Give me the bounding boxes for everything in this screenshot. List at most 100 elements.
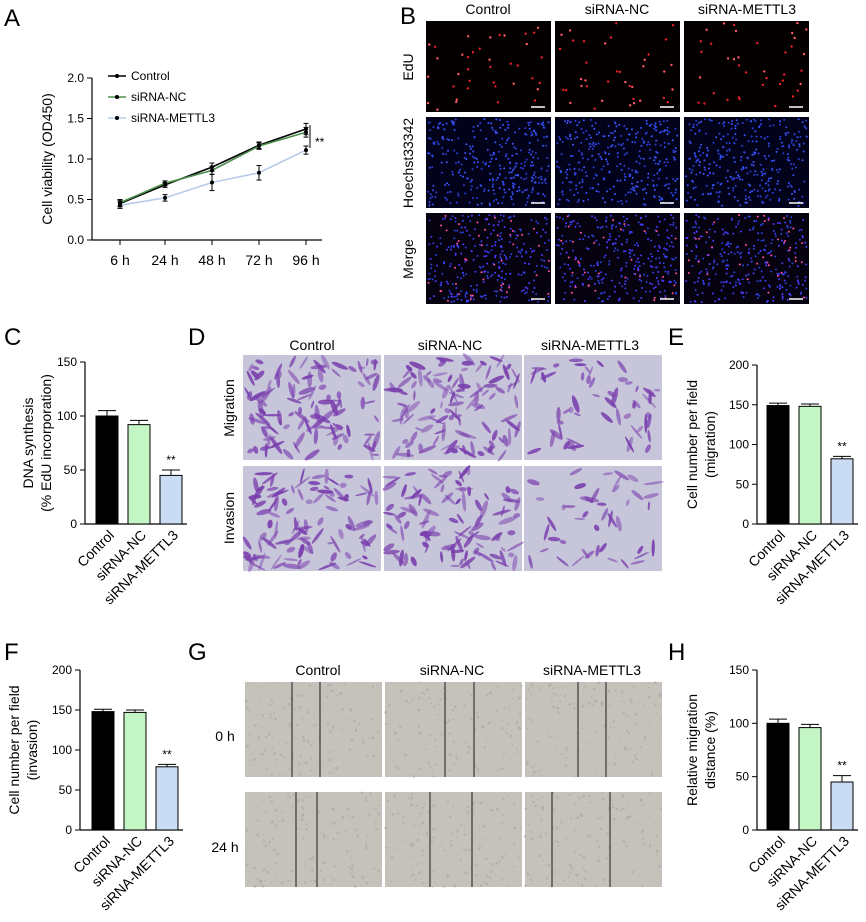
cell-nucleus (713, 261, 716, 264)
texture-speck (410, 803, 413, 807)
cell-nucleus (774, 255, 777, 258)
texture-speck (632, 730, 635, 732)
stained-cell (563, 440, 571, 450)
cell-nucleus (526, 188, 529, 191)
cell-nucleus (629, 191, 632, 194)
cell-nucleus (749, 170, 752, 173)
cell-nucleus (655, 277, 658, 279)
stained-cell (276, 410, 283, 425)
cell-nucleus (521, 191, 524, 194)
cell-nucleus (589, 264, 592, 267)
h-y-tick-label: 100 (729, 716, 749, 730)
stained-cell (270, 554, 282, 571)
cell-nucleus (574, 137, 576, 140)
cell-nucleus (756, 262, 759, 265)
cell-nucleus (730, 242, 732, 245)
stained-cell (418, 445, 437, 454)
cell-nucleus (642, 157, 645, 160)
cell-nucleus (542, 121, 545, 124)
texture-speck (316, 764, 318, 766)
a-series-line-3 (119, 149, 307, 206)
cell-nucleus (745, 118, 748, 121)
cell-nucleus (735, 119, 738, 122)
texture-speck (602, 878, 606, 882)
cell-nucleus (633, 273, 636, 275)
cell-nucleus (471, 51, 475, 54)
cell-nucleus (557, 203, 560, 206)
cell-nucleus (778, 138, 781, 141)
stained-cell (574, 363, 587, 367)
texture-speck (513, 842, 516, 846)
texture-speck (551, 736, 553, 738)
cell-nucleus (428, 43, 431, 46)
texture-speck (279, 773, 281, 776)
texture-speck (498, 860, 501, 863)
cell-nucleus (798, 188, 801, 191)
cell-nucleus (668, 131, 671, 134)
texture-speck (253, 866, 257, 870)
texture-speck (463, 871, 466, 874)
cell-nucleus (507, 137, 510, 140)
cell-nucleus (483, 255, 486, 258)
cell-nucleus (784, 221, 787, 224)
stained-cell (488, 392, 496, 400)
texture-speck (314, 770, 316, 772)
cell-nucleus (578, 265, 581, 267)
cell-nucleus (654, 286, 657, 288)
texture-speck (369, 792, 372, 795)
texture-speck (313, 859, 315, 862)
cell-nucleus (504, 263, 507, 266)
cell-nucleus (706, 271, 709, 274)
cell-nucleus (655, 266, 658, 269)
texture-speck (275, 808, 278, 812)
cell-nucleus (611, 144, 614, 147)
stained-cell (310, 424, 324, 430)
cell-nucleus (780, 233, 783, 236)
cell-nucleus (451, 170, 454, 173)
cell-nucleus (556, 160, 558, 163)
stained-cell (320, 426, 339, 430)
cell-nucleus (655, 230, 658, 233)
texture-speck (627, 732, 630, 735)
cell-nucleus (763, 70, 766, 73)
stained-cell (440, 443, 453, 451)
cell-nucleus (556, 142, 559, 145)
cell-nucleus (739, 204, 742, 207)
cell-nucleus (701, 235, 703, 238)
a-y-tick-label: 0.5 (67, 193, 84, 207)
cell-nucleus (605, 219, 608, 222)
texture-speck (552, 687, 555, 690)
cell-nucleus (771, 167, 774, 170)
cell-nucleus (638, 155, 641, 158)
cell-nucleus (778, 199, 781, 202)
cell-nucleus (764, 244, 767, 247)
cell-nucleus (755, 148, 758, 151)
texture-speck (365, 755, 368, 758)
cell-nucleus (614, 136, 616, 139)
stained-cell (463, 535, 474, 548)
cell-nucleus (695, 244, 697, 247)
cell-nucleus (440, 281, 443, 284)
texture-speck (496, 770, 499, 772)
cell-nucleus (663, 141, 666, 144)
cell-nucleus (431, 195, 434, 198)
stained-cell (647, 501, 651, 511)
texture-speck (313, 712, 316, 715)
stained-cell (433, 380, 448, 392)
cell-nucleus (540, 167, 543, 170)
cell-nucleus (700, 120, 703, 123)
cell-nucleus (622, 215, 625, 218)
texture-speck (655, 834, 659, 837)
cell-nucleus (502, 262, 505, 265)
texture-speck (341, 816, 344, 819)
cell-nucleus (498, 119, 501, 121)
cell-nucleus (658, 199, 661, 202)
cell-nucleus (665, 255, 668, 258)
cell-nucleus (459, 168, 461, 171)
cell-nucleus (569, 281, 572, 284)
cell-nucleus (620, 267, 623, 270)
texture-speck (373, 807, 376, 810)
cell-nucleus (632, 186, 634, 189)
cell-nucleus (478, 214, 481, 217)
cell-nucleus (641, 223, 644, 226)
